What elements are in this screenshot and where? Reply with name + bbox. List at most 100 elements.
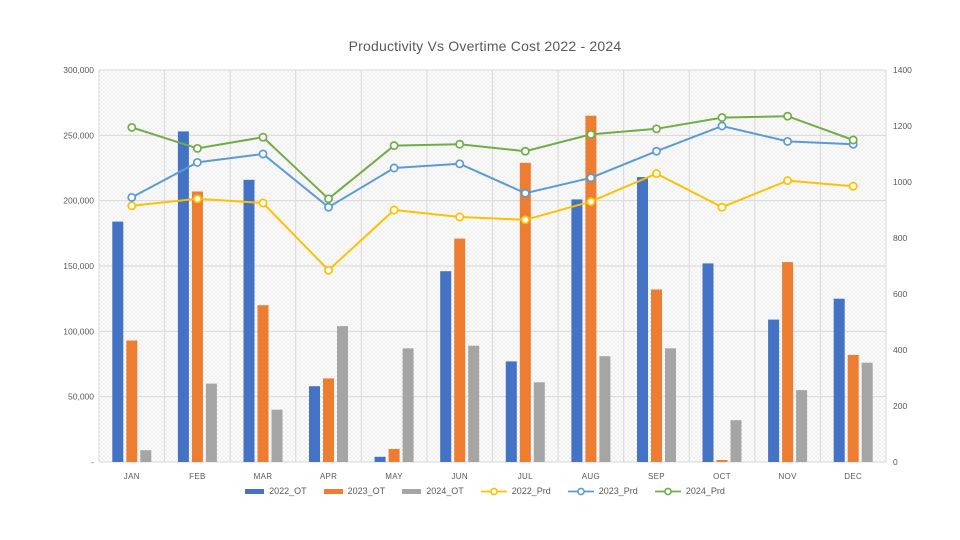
bar-2024_OT-AUG <box>599 356 611 462</box>
legend-item-2023_Prd: 2023_Prd <box>567 486 638 496</box>
legend-item-2022_Prd: 2022_Prd <box>480 486 551 496</box>
marker-2023_Prd-AUG <box>586 173 596 183</box>
marker-2024_Prd-AUG <box>586 129 596 139</box>
left-axis-tick: 200,000 <box>63 196 94 206</box>
bar-2024_OT-JAN <box>140 450 152 462</box>
x-axis-label-JAN: JAN <box>124 472 140 481</box>
left-axis-tick: 250,000 <box>63 130 94 140</box>
bar-2023_OT-SEP <box>651 289 662 462</box>
marker-2023_Prd-APR <box>324 202 333 212</box>
bar-2023_OT-AUG <box>585 115 597 462</box>
right-axis-tick: 600 <box>893 289 907 299</box>
legend-item-2022_OT: 2022_OT <box>245 486 307 496</box>
bar-2024_OT-NOV <box>796 390 808 462</box>
bar-2023_OT-JAN <box>126 340 138 462</box>
bar-2023_OT-APR <box>323 378 334 462</box>
legend-label: 2022_OT <box>269 486 307 496</box>
bar-2023_OT-OCT <box>716 460 728 462</box>
bar-2022_OT-NOV <box>768 319 780 462</box>
marker-2022_Prd-JAN <box>127 201 137 211</box>
left-axis-tick: 100,000 <box>63 326 94 336</box>
marker-2022_Prd-AUG <box>586 197 596 207</box>
bar-2024_OT-JUL <box>533 382 545 462</box>
x-axis-label-SEP: SEP <box>648 472 665 481</box>
right-axis-tick: 1200 <box>893 121 912 131</box>
chart-legend: 2022_OT 2023_OT 2024_OT 2022_Prd 2023_Prd 202… <box>0 486 960 496</box>
bar-2022_OT-MAY <box>374 456 386 462</box>
line-2022_Prd <box>131 172 854 272</box>
bar-2024_OT-DEC <box>861 362 873 462</box>
marker-2024_Prd-JAN <box>127 122 137 132</box>
marker-2022_Prd-SEP <box>652 169 661 179</box>
legend-swatch-bar <box>323 488 343 494</box>
marker-2023_Prd-JUL <box>520 188 530 198</box>
bar-2022_OT-DEC <box>833 298 845 462</box>
legend-label: 2023_Prd <box>598 486 638 496</box>
bar-2022_OT-SEP <box>637 177 648 462</box>
x-axis-label-OCT: OCT <box>713 472 731 481</box>
x-axis-label-NOV: NOV <box>778 472 797 481</box>
bar-2022_OT-FEB <box>177 131 189 462</box>
marker-2022_Prd-JUL <box>520 215 530 225</box>
marker-2024_Prd-SEP <box>652 124 661 134</box>
left-axis-tick: - <box>91 457 94 467</box>
legend-label: 2022_Prd <box>511 486 551 496</box>
bar-2022_OT-JUL <box>505 361 517 462</box>
marker-2023_Prd-MAY <box>389 163 399 173</box>
x-axis-label-DEC: DEC <box>844 472 862 481</box>
legend-item-2024_OT: 2024_OT <box>402 486 464 496</box>
x-axis-label-AUG: AUG <box>582 472 600 481</box>
legend-label: 2024_OT <box>426 486 464 496</box>
marker-2024_Prd-DEC <box>848 135 858 145</box>
x-axis-label-APR: APR <box>320 472 337 481</box>
legend-item-2024_Prd: 2024_Prd <box>654 486 725 496</box>
x-axis-label-MAR: MAR <box>254 472 273 481</box>
right-axis-tick: 0 <box>893 457 898 467</box>
marker-2023_Prd-JUN <box>455 159 465 169</box>
bar-2022_OT-MAR <box>243 179 255 463</box>
legend-label: 2023_OT <box>347 486 386 496</box>
left-axis-tick: 300,000 <box>63 65 94 75</box>
bar-2023_OT-FEB <box>191 191 203 462</box>
chart-title: Productivity Vs Overtime Cost 2022 - 202… <box>348 38 622 54</box>
marker-2022_Prd-MAY <box>389 205 399 215</box>
bar-2024_OT-SEP <box>665 348 676 462</box>
legend-swatch-line <box>654 487 681 495</box>
x-axis-label-JUL: JUL <box>518 472 533 481</box>
bar-2024_OT-FEB <box>205 383 217 462</box>
x-axis-label-JUN: JUN <box>451 472 467 481</box>
bar-2024_OT-OCT <box>730 420 742 462</box>
legend-label: 2024_Prd <box>685 486 725 496</box>
marker-2022_Prd-DEC <box>848 181 858 191</box>
bar-2024_OT-JUN <box>468 345 480 462</box>
marker-2023_Prd-MAR <box>258 149 268 159</box>
bar-2022_OT-AUG <box>571 199 583 462</box>
bar-2024_OT-APR <box>337 326 348 462</box>
marker-2022_Prd-FEB <box>192 194 202 204</box>
right-axis-tick: 1400 <box>893 65 912 75</box>
marker-2024_Prd-FEB <box>192 143 202 153</box>
bar-2024_OT-MAY <box>402 348 414 462</box>
left-axis-tick: 150,000 <box>63 261 94 271</box>
bar-2022_OT-OCT <box>702 263 714 462</box>
right-axis-tick: 400 <box>893 345 907 355</box>
bar-2022_OT-JUN <box>440 271 452 462</box>
legend-swatch-line <box>567 487 594 495</box>
marker-2024_Prd-APR <box>324 194 333 204</box>
x-axis-label-MAY: MAY <box>385 472 403 481</box>
bar-2024_OT-MAR <box>271 409 283 462</box>
right-axis-tick: 800 <box>893 233 907 243</box>
line-2023_Prd <box>131 124 854 209</box>
marker-2024_Prd-MAR <box>258 132 268 142</box>
bar-2023_OT-MAR <box>257 305 269 462</box>
marker-2024_Prd-MAY <box>389 141 399 151</box>
marker-2022_Prd-OCT <box>717 202 727 212</box>
marker-2024_Prd-JUN <box>455 139 465 149</box>
line-2024_Prd <box>131 115 854 201</box>
marker-2023_Prd-SEP <box>652 146 661 156</box>
marker-2023_Prd-JAN <box>127 192 137 202</box>
left-axis-tick: 50,000 <box>68 392 94 402</box>
bar-2023_OT-MAY <box>388 448 400 462</box>
x-axis-label-FEB: FEB <box>189 472 205 481</box>
